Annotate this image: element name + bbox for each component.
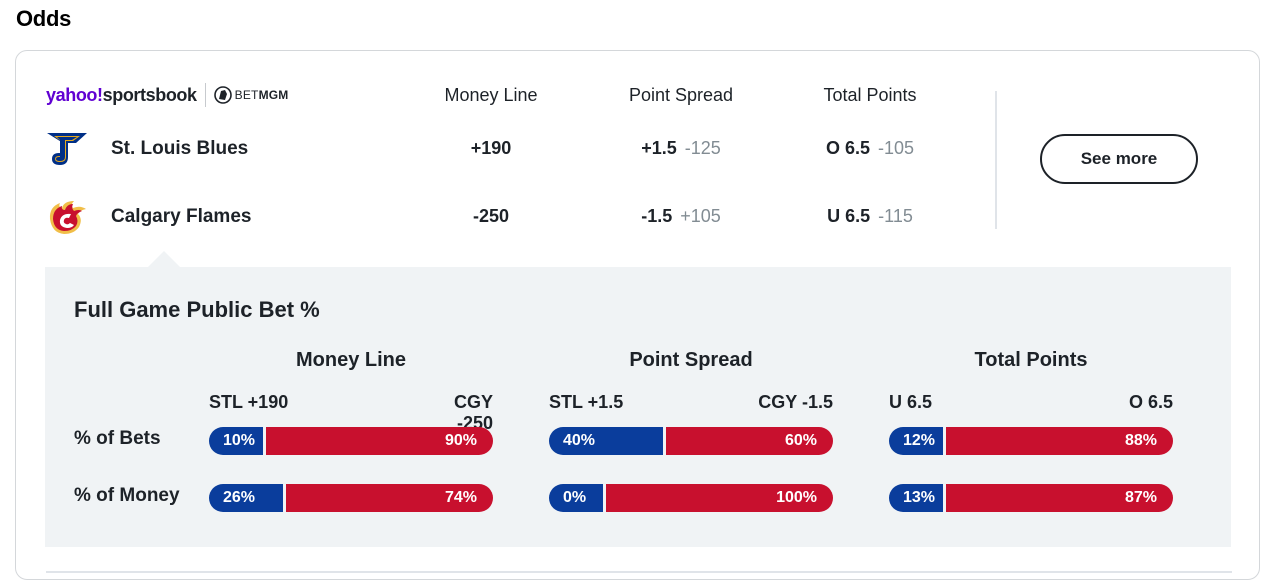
bar-left-segment: 40% xyxy=(549,427,663,455)
bar-right-segment: 74% xyxy=(286,484,493,512)
public-bet-title: Full Game Public Bet % xyxy=(74,297,320,322)
bar-left-segment: 26% xyxy=(209,484,283,512)
bottom-divider xyxy=(46,571,1232,573)
team-name: St. Louis Blues xyxy=(111,138,249,159)
see-more-button[interactable]: See more xyxy=(1040,134,1198,184)
column-money-line: Money Line xyxy=(444,85,538,105)
total-points-right-label: O 6.5 xyxy=(1128,392,1173,412)
group-title-total-points: Total Points xyxy=(974,349,1088,371)
public-bet-panel: Full Game Public Bet % Money Line Point … xyxy=(45,267,1231,547)
total-points-left-label: U 6.5 xyxy=(889,392,933,412)
st-louis-blues-logo-icon xyxy=(46,129,88,169)
bar-left-segment: 0% xyxy=(549,484,603,512)
stl-money-line[interactable]: +190 xyxy=(470,138,512,158)
sportsbook-brand: yahoo!sportsbook BETMGM xyxy=(46,81,289,109)
bet-bar: 10% 90% xyxy=(209,427,493,455)
stl-point-spread[interactable]: +1.5 -125 xyxy=(641,138,721,158)
cgy-point-spread[interactable]: -1.5 +105 xyxy=(641,206,721,226)
bar-left-segment: 13% xyxy=(889,484,943,512)
bar-right-segment: 60% xyxy=(666,427,833,455)
point-spread-left-label: STL +1.5 xyxy=(549,392,624,412)
money-bar: 13% 87% xyxy=(889,484,1173,512)
money-bar: 0% 100% xyxy=(549,484,833,512)
section-title: Odds xyxy=(16,6,72,31)
odds-card: yahoo!sportsbook BETMGM Money Line Point… xyxy=(15,50,1260,580)
group-title-money-line: Money Line xyxy=(295,349,406,371)
brand-divider xyxy=(204,83,206,107)
group-title-point-spread: Point Spread xyxy=(629,349,753,371)
team-name: Calgary Flames xyxy=(111,206,252,227)
row-label-bets: % of Bets xyxy=(74,428,161,449)
column-point-spread: Point Spread xyxy=(628,85,734,105)
bar-right-segment: 88% xyxy=(946,427,1173,455)
money-bar: 26% 74% xyxy=(209,484,493,512)
point-spread-right-label: CGY -1.5 xyxy=(758,392,833,412)
vertical-divider xyxy=(995,91,997,229)
cgy-total-points[interactable]: U 6.5 -115 xyxy=(827,206,913,226)
row-label-money: % of Money xyxy=(74,485,180,506)
bar-right-segment: 87% xyxy=(946,484,1173,512)
bet-bar: 12% 88% xyxy=(889,427,1173,455)
bar-left-segment: 10% xyxy=(209,427,263,455)
yahoo-sportsbook-logo: yahoo!sportsbook xyxy=(46,84,197,105)
stl-total-points[interactable]: O 6.5 -105 xyxy=(825,138,915,158)
panel-caret xyxy=(147,251,181,268)
cgy-money-line[interactable]: -250 xyxy=(472,206,510,226)
calgary-flames-logo-icon xyxy=(46,197,88,237)
betmgm-lion-icon xyxy=(213,85,232,105)
team-row-cgy[interactable]: Calgary Flames xyxy=(46,197,251,237)
bet-bar: 40% 60% xyxy=(549,427,833,455)
bar-right-segment: 100% xyxy=(606,484,833,512)
money-line-left-label: STL +190 xyxy=(209,392,289,412)
bar-left-segment: 12% xyxy=(889,427,943,455)
betmgm-logo: BETMGM xyxy=(234,88,289,102)
column-total-points: Total Points xyxy=(823,85,917,105)
team-row-stl[interactable]: St. Louis Blues xyxy=(46,129,248,169)
bar-right-segment: 90% xyxy=(266,427,493,455)
